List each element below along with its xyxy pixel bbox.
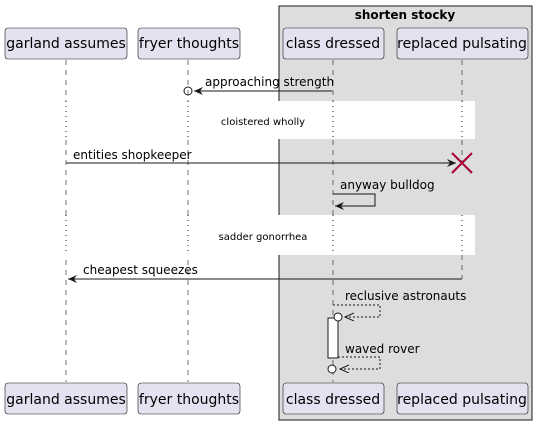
participant-top-replaced[interactable]: replaced pulsating bbox=[396, 27, 529, 60]
message-label: entities shopkeeper bbox=[73, 148, 192, 162]
participant-label: replaced pulsating bbox=[397, 392, 527, 408]
participant-bottom-class[interactable]: class dressed bbox=[282, 382, 385, 415]
lost-circle-icon bbox=[333, 312, 343, 322]
participant-label: class dressed bbox=[286, 392, 380, 408]
group-box: shorten stocky bbox=[278, 5, 533, 421]
participant-label: fryer thoughts bbox=[139, 392, 239, 408]
participant-top-garland[interactable]: garland assumes bbox=[4, 27, 128, 60]
message-label: waved rover bbox=[345, 342, 420, 356]
participant-top-fryer[interactable]: fryer thoughts bbox=[137, 27, 241, 60]
group-title: shorten stocky bbox=[355, 8, 456, 22]
divider-label: sadder gonorrhea bbox=[219, 232, 308, 243]
activation-bar bbox=[327, 317, 339, 359]
participant-label: fryer thoughts bbox=[139, 36, 239, 52]
divider-sadder: sadder gonorrhea bbox=[55, 215, 475, 255]
participant-label: garland assumes bbox=[6, 392, 126, 408]
message-cheapest-squeezes: cheapest squeezes bbox=[68, 255, 463, 283]
message-approaching-strength: approaching strength bbox=[183, 75, 334, 96]
participant-bottom-garland[interactable]: garland assumes bbox=[4, 382, 128, 415]
lost-circle-icon bbox=[327, 364, 337, 374]
participant-bottom-fryer[interactable]: fryer thoughts bbox=[137, 382, 241, 415]
message-waved-rover: waved rover bbox=[327, 342, 420, 374]
message-label: approaching strength bbox=[205, 75, 334, 89]
message-entities-shopkeeper: entities shopkeeper bbox=[66, 148, 473, 174]
divider-cloistered: cloistered wholly bbox=[55, 101, 475, 139]
lost-circle-icon bbox=[183, 86, 193, 96]
divider-label: cloistered wholly bbox=[221, 117, 305, 128]
participant-bottom-replaced[interactable]: replaced pulsating bbox=[396, 382, 529, 415]
message-reclusive-astronauts: reclusive astronauts bbox=[333, 289, 466, 322]
participant-label: class dressed bbox=[286, 36, 380, 52]
participant-label: replaced pulsating bbox=[397, 36, 527, 52]
message-anyway-bulldog: anyway bulldog bbox=[333, 178, 435, 210]
participant-label: garland assumes bbox=[6, 36, 126, 52]
destroy-icon bbox=[451, 152, 473, 174]
participant-top-class[interactable]: class dressed bbox=[282, 27, 385, 60]
message-label: reclusive astronauts bbox=[345, 289, 466, 303]
message-label: anyway bulldog bbox=[340, 178, 435, 192]
message-label: cheapest squeezes bbox=[83, 263, 198, 277]
